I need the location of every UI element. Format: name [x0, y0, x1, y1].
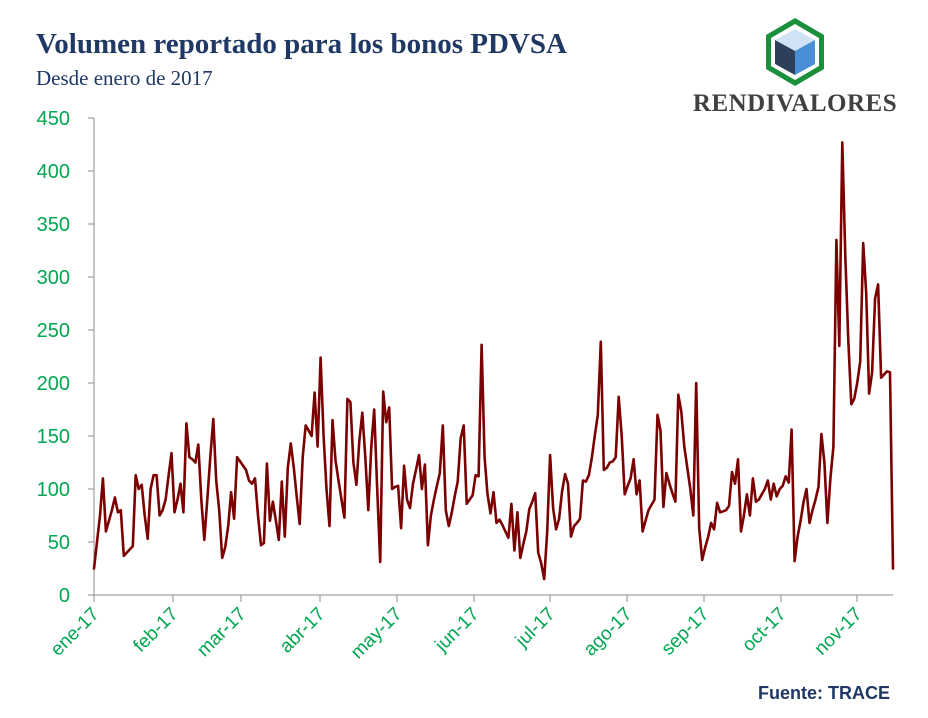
source-note: Fuente: TRACE [758, 683, 890, 703]
y-tick-label: 200 [37, 373, 70, 395]
x-tick-label: jun-17 [431, 604, 484, 657]
y-tick-label: 0 [59, 585, 70, 607]
series-layer [92, 141, 895, 581]
x-tick-label: may-17 [347, 604, 407, 664]
x-tick-label: nov-17 [811, 604, 867, 660]
x-tick-label: mar-17 [193, 604, 250, 661]
x-tick-label: ene-17 [47, 604, 104, 661]
y-tick-label: 350 [37, 214, 70, 236]
y-tick-label: 450 [37, 108, 70, 130]
y-tick-label: 50 [48, 532, 70, 554]
x-tick-label: ago-17 [580, 604, 637, 661]
logo-text: RENDIVALORES [692, 90, 898, 117]
x-tick-label: abr-17 [276, 604, 330, 658]
x-axis: ene-17 feb-17 mar-17 abr-17 may-17 jun-17 jul-… [47, 594, 893, 664]
y-tick-label: 250 [37, 320, 70, 342]
chart-title: Volumen reportado para los bonos PDVSA [36, 28, 567, 60]
x-tick-label: sep-17 [658, 604, 714, 660]
y-axis: 0 50 100 150 200 250 300 350 400 450 [37, 108, 95, 607]
y-tick-label: 150 [37, 426, 70, 448]
rendivalores-logo: RENDIVALORES [686, 14, 906, 124]
y-tick-label: 100 [37, 479, 70, 501]
y-tick-label: 400 [37, 161, 70, 183]
x-tick-label: oct-17 [738, 604, 790, 656]
cube-hexagon-icon [766, 18, 824, 86]
x-tick-label: feb-17 [130, 604, 183, 657]
chart-subtitle: Desde enero de 2017 [36, 66, 213, 90]
x-tick-label: jul-17 [511, 604, 559, 652]
series-line-volumen [92, 141, 895, 581]
y-tick-label: 300 [37, 267, 70, 289]
